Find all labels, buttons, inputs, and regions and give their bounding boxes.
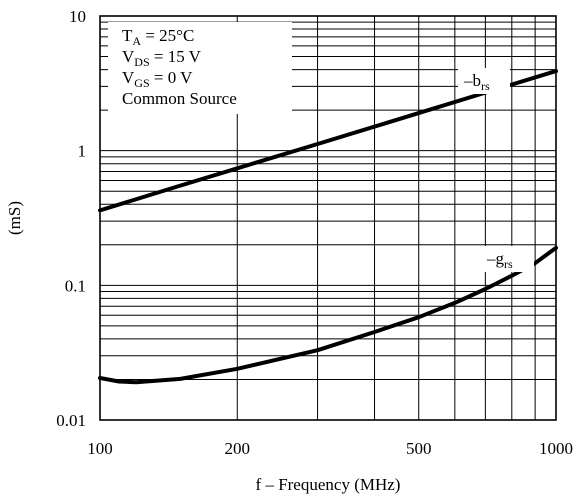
y-tick-label: 1 xyxy=(78,142,87,161)
condition-vds: VDS = 15 V xyxy=(122,47,202,69)
x-axis-title: f – Frequency (MHz) xyxy=(256,475,401,494)
x-tick-label: 1000 xyxy=(539,439,573,458)
series-line-grs xyxy=(98,245,558,385)
condition-vgs: VGS = 0 V xyxy=(122,68,193,90)
y-axis-title: (mS) xyxy=(5,201,24,235)
conditions-box xyxy=(108,22,292,114)
y-tick-label: 0.01 xyxy=(56,411,86,430)
series-label-grs: –grs xyxy=(486,249,513,271)
plot-frame xyxy=(99,15,557,421)
series-label-brs-bg xyxy=(458,68,510,94)
tick-labels: 100 200 500 1000 0.01 0.1 1 10 xyxy=(56,7,573,458)
series-label-grs-bg xyxy=(482,246,534,272)
condition-ta: TA = 25°C xyxy=(122,26,194,48)
x-tick-label: 100 xyxy=(87,439,113,458)
condition-mode: Common Source xyxy=(122,89,237,108)
y-tick-label: 0.1 xyxy=(65,276,86,295)
x-tick-label: 500 xyxy=(406,439,432,458)
y-tick-label: 10 xyxy=(69,7,86,26)
series-label-brs: –brs xyxy=(463,71,490,93)
x-tick-label: 200 xyxy=(225,439,251,458)
series-layer xyxy=(98,69,558,385)
